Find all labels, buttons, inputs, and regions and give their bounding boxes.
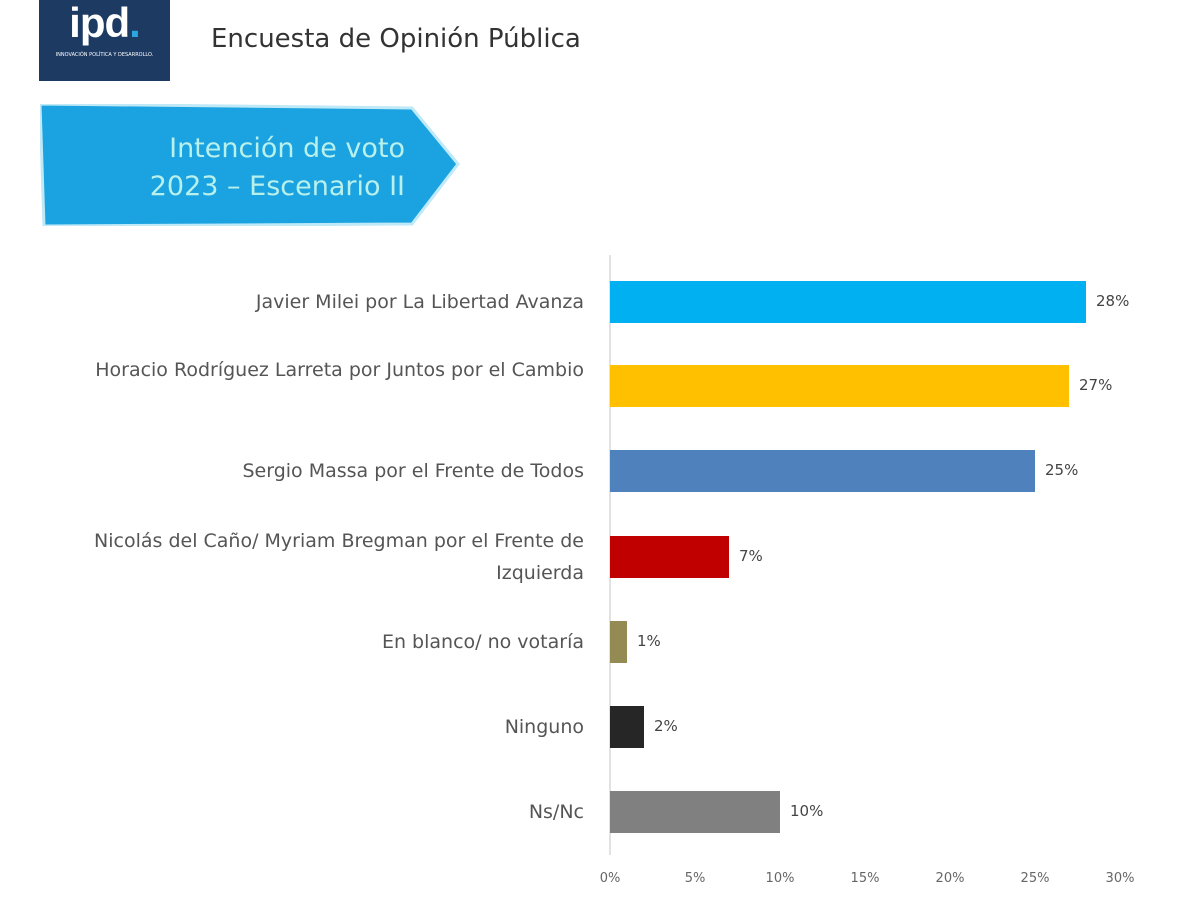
category-label: Ns/Nc — [528, 801, 584, 823]
data-label: 10% — [790, 802, 824, 820]
category-label: Ninguno — [504, 716, 584, 738]
data-label: 25% — [1045, 461, 1079, 479]
data-label: 1% — [637, 632, 661, 650]
bar — [610, 536, 729, 578]
chart-title: Intención de voto 2023 – Escenario II — [40, 130, 405, 206]
x-tick-label: 15% — [850, 871, 880, 886]
banner-arrow — [40, 104, 460, 226]
data-label: 7% — [739, 547, 763, 565]
bar — [610, 621, 627, 663]
banner-line2: 2023 – Escenario II — [149, 171, 405, 202]
x-tick-label: 25% — [1020, 871, 1050, 886]
data-label: 2% — [654, 717, 678, 735]
data-label: 27% — [1079, 376, 1113, 394]
bar — [610, 706, 644, 748]
x-tick-label: 0% — [599, 871, 621, 886]
x-tick-label: 10% — [765, 871, 795, 886]
logo: ipd. INNOVACIÓN POLÍTICA Y DESARROLLO. — [39, 0, 170, 81]
category-label: Horacio Rodríguez Larreta por Juntos por… — [95, 359, 584, 381]
category-label: Nicolás del Caño/ Myriam Bregman por el … — [94, 530, 584, 584]
bar — [610, 791, 780, 833]
category-label: Sergio Massa por el Frente de Todos — [242, 460, 584, 482]
page-title: Encuesta de Opinión Pública — [211, 24, 581, 54]
x-tick-label: 20% — [935, 871, 965, 886]
bar — [610, 365, 1069, 407]
logo-text: ipd. — [69, 0, 141, 46]
x-tick-label: 30% — [1105, 871, 1135, 886]
x-tick-label: 5% — [684, 871, 706, 886]
bar — [610, 281, 1086, 323]
logo-subtitle: INNOVACIÓN POLÍTICA Y DESARROLLO. — [55, 52, 154, 58]
bar — [610, 450, 1035, 492]
banner-line1: Intención de voto — [169, 133, 405, 164]
category-label: En blanco/ no votaría — [381, 631, 584, 653]
category-label: Javier Milei por La Libertad Avanza — [255, 291, 584, 313]
data-label: 28% — [1096, 292, 1130, 310]
